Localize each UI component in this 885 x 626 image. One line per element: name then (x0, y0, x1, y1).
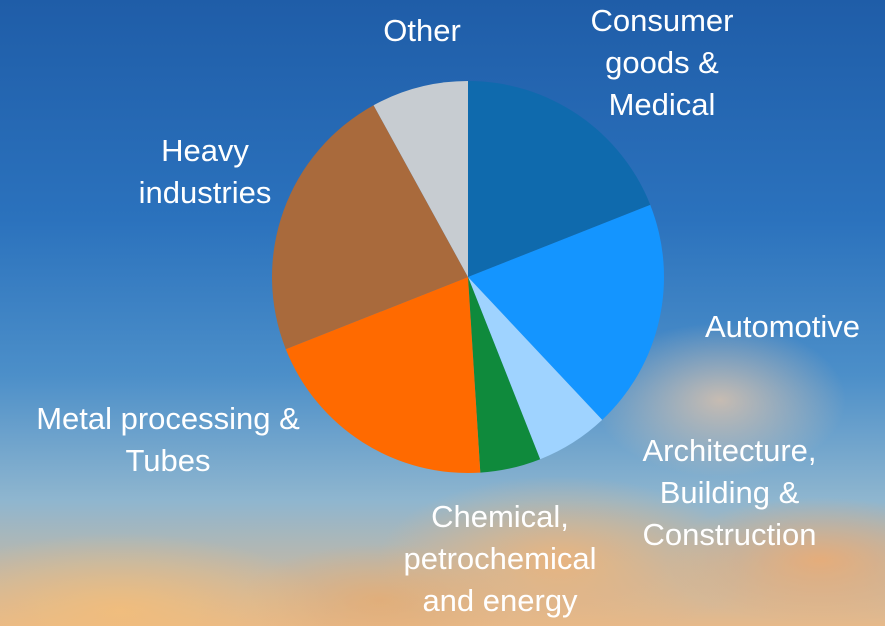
slice-label: Metal processing & Tubes (36, 401, 300, 478)
pie-slice (468, 81, 651, 277)
pie-slice (468, 204, 664, 420)
slice-label: Other (383, 13, 461, 48)
pie-slice (285, 277, 481, 474)
slice-label: Consumer goods & Medical (590, 3, 734, 122)
slice-label: Heavy industries (138, 133, 272, 210)
pie-slice (373, 81, 468, 277)
pie-slice (271, 105, 468, 350)
slice-label: Architecture, Building & Construction (642, 433, 817, 552)
slice-label: Automotive (704, 309, 861, 344)
slice-label: Chemical, petrochemical and energy (403, 499, 597, 618)
pie-slice (468, 277, 603, 460)
pie-slice (468, 277, 541, 473)
